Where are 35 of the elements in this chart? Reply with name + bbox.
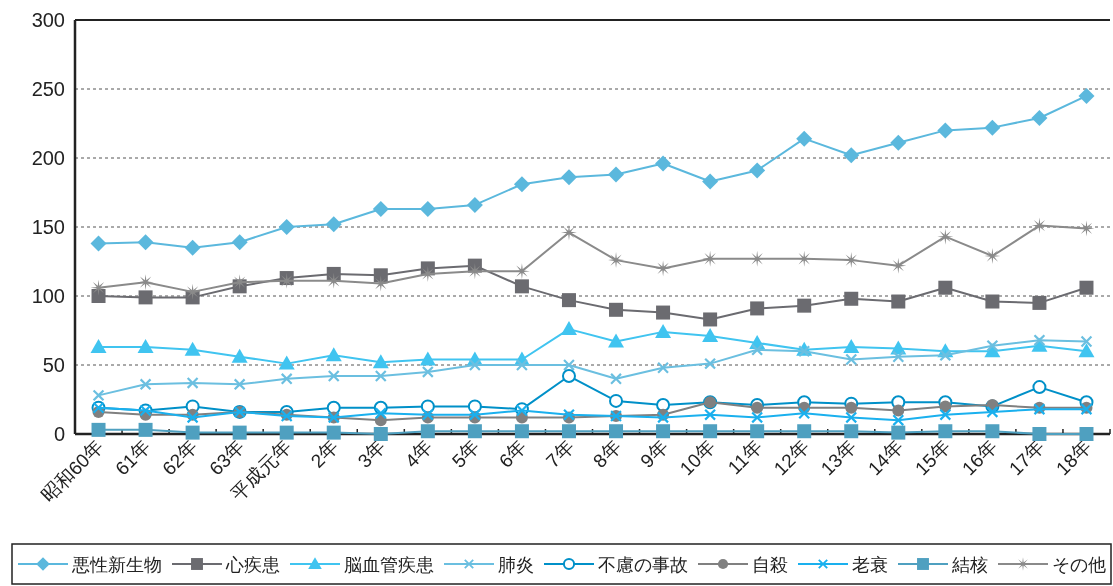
y-tick-label: 200: [31, 147, 65, 169]
x-tick-label: 3年: [353, 435, 390, 472]
x-tick-label: 62年: [158, 435, 202, 480]
legend-label: その他: [1052, 555, 1106, 575]
y-tick-label: 300: [31, 9, 65, 31]
x-tick-label: 16年: [957, 435, 1002, 480]
legend-label: 脳血管疾患: [344, 555, 434, 575]
y-tick-label: 0: [53, 423, 65, 445]
x-tick-label: 5年: [447, 435, 484, 472]
x-tick-label: 7年: [542, 435, 578, 472]
legend-label: 心疾患: [225, 555, 280, 575]
legend-label: 老衰: [852, 555, 888, 575]
legend-label: 悪性新生物: [71, 555, 162, 575]
x-tick-label: 61年: [111, 435, 155, 480]
y-tick-label: 150: [31, 216, 65, 238]
x-tick-label: 4年: [400, 435, 437, 472]
x-tick-label: 8年: [589, 435, 625, 472]
x-tick-label: 13年: [816, 435, 861, 480]
x-tick-label: 17年: [1005, 435, 1049, 480]
x-tick-label: 10年: [675, 435, 719, 480]
y-tick-label: 100: [31, 285, 65, 307]
x-tick-label: 14年: [863, 435, 908, 480]
legend-label: 肺炎: [498, 555, 534, 575]
x-tick-label: 15年: [910, 435, 955, 480]
y-tick-label: 50: [42, 354, 65, 376]
legend-label: 不慮の事故: [598, 555, 688, 575]
y-tick-label: 250: [31, 78, 65, 100]
x-tick-label: 18年: [1052, 435, 1096, 480]
legend-label: 結核: [951, 555, 988, 575]
legend-label: 自殺: [752, 555, 788, 575]
x-tick-label: 12年: [769, 435, 814, 480]
x-tick-label: 2年: [306, 435, 343, 472]
x-tick-label: 6年: [495, 435, 531, 472]
x-tick-label: 9年: [636, 435, 672, 472]
x-tick-label: 11年: [723, 435, 766, 479]
